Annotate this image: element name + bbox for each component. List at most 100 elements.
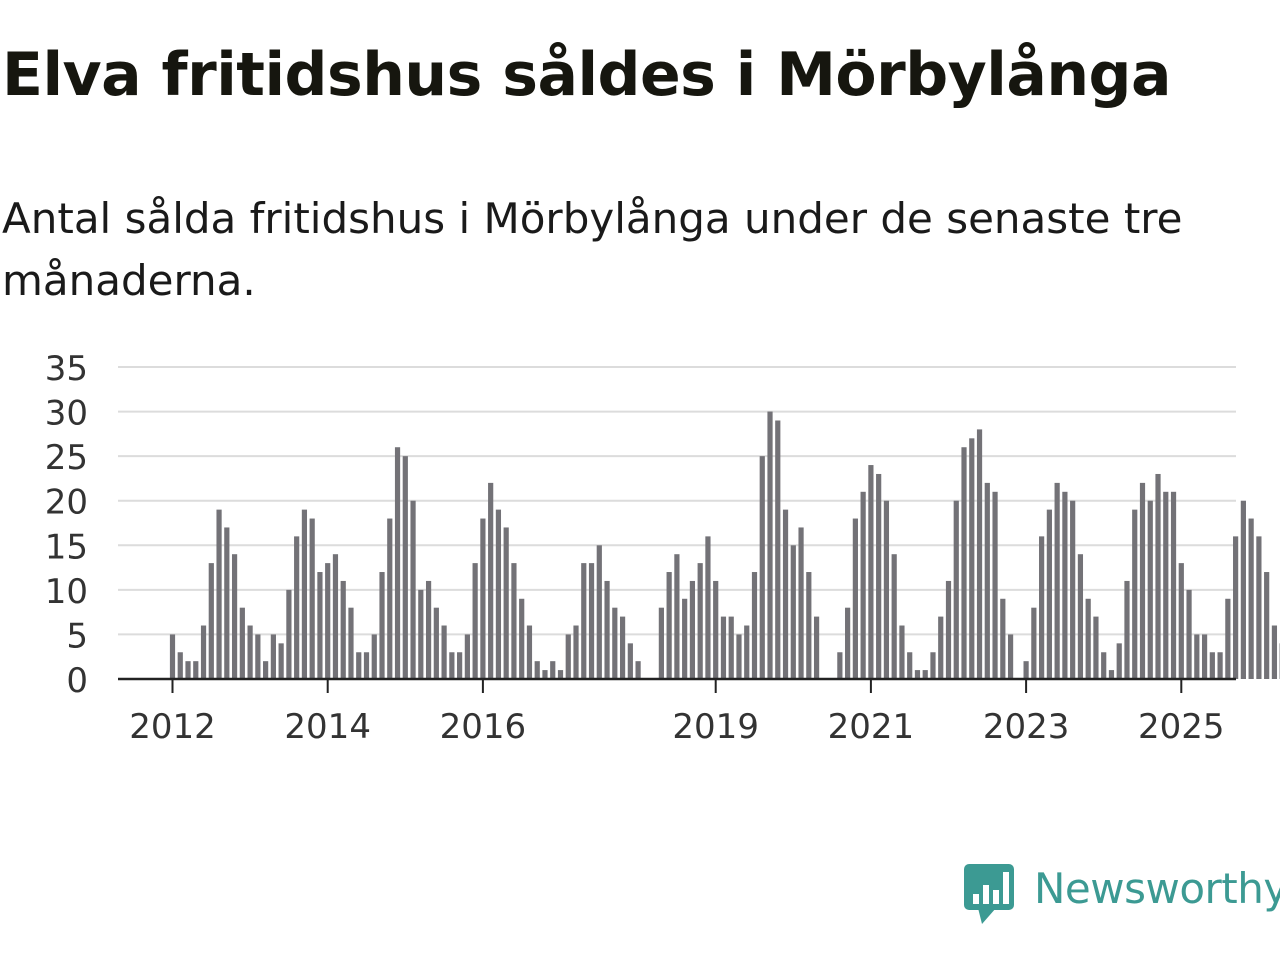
bar [1054, 482, 1060, 679]
bar [457, 652, 463, 679]
chart-title: Elva fritidshus såldes i Mörbylånga [2, 40, 1172, 110]
bar [1170, 491, 1177, 679]
bar [495, 509, 502, 679]
bar [930, 652, 936, 679]
bar [782, 509, 789, 679]
x-tick-label: 2021 [828, 707, 915, 747]
bar [247, 625, 253, 679]
bar [239, 607, 245, 679]
y-tick-label: 35 [45, 349, 88, 389]
bar [1093, 616, 1099, 679]
bar [674, 554, 680, 679]
bar [876, 473, 882, 679]
bar [441, 625, 447, 679]
bar [581, 563, 587, 679]
bar [185, 661, 191, 679]
bar [550, 661, 556, 679]
bar [790, 545, 796, 679]
bar [488, 482, 494, 679]
bar [751, 572, 758, 679]
bar [363, 652, 370, 679]
bar [1139, 482, 1146, 679]
bar [938, 616, 944, 679]
bar [984, 482, 990, 679]
bar [542, 670, 548, 679]
bar [976, 429, 983, 679]
y-tick-label: 0 [66, 661, 88, 701]
x-tick-label: 2025 [1138, 707, 1225, 747]
bar [1132, 509, 1138, 679]
bar [557, 670, 564, 679]
bar [526, 625, 533, 679]
bar [410, 500, 416, 679]
y-tick-label: 20 [45, 483, 88, 523]
bar [402, 456, 408, 679]
bar [309, 518, 315, 679]
bar [573, 625, 579, 679]
bar [953, 500, 959, 679]
x-axis-ticks: 2012 2014 2016 2019 2021 2023 2025 [129, 679, 1225, 747]
bar [394, 447, 401, 679]
bar [348, 607, 354, 679]
bar [666, 572, 672, 679]
bar [387, 518, 393, 679]
bar [1023, 661, 1029, 679]
bar [332, 554, 339, 679]
bar [1240, 500, 1246, 679]
bar [813, 616, 820, 679]
bar [798, 527, 804, 679]
bar [1000, 598, 1006, 679]
x-tick-label: 2019 [672, 707, 759, 747]
bar [511, 563, 517, 679]
bar [713, 580, 719, 679]
bar [1271, 625, 1278, 679]
bar [1194, 634, 1200, 679]
y-tick-label: 30 [45, 394, 88, 434]
bar [736, 634, 742, 679]
bar [837, 652, 843, 679]
bar [619, 616, 626, 679]
bar [340, 580, 346, 679]
bar [922, 670, 928, 679]
bar [356, 652, 362, 679]
bar [891, 554, 897, 679]
y-tick-label: 10 [45, 572, 88, 612]
bar [534, 661, 540, 679]
y-tick-label: 15 [45, 527, 88, 567]
bar [1007, 634, 1014, 679]
bar [728, 616, 734, 679]
bar [1233, 536, 1239, 679]
bar [503, 527, 509, 679]
bar [588, 563, 595, 679]
bar [286, 589, 292, 679]
bar [169, 634, 176, 679]
bar [208, 563, 214, 679]
bar [806, 572, 812, 679]
bar [1186, 589, 1192, 679]
bar [1201, 634, 1208, 679]
bar [604, 580, 610, 679]
bar [480, 518, 486, 679]
bar [1256, 536, 1262, 679]
bar [270, 634, 276, 679]
bar [992, 491, 998, 679]
bar [914, 670, 921, 679]
bar [1077, 554, 1084, 679]
bar [1085, 598, 1091, 679]
newsworthy-logo-icon [964, 864, 1014, 924]
bar [418, 589, 424, 679]
bar [635, 661, 641, 679]
bar [1225, 598, 1231, 679]
bar [1264, 572, 1270, 679]
bar [612, 607, 618, 679]
bar [1147, 500, 1153, 679]
bar [1116, 643, 1122, 679]
bar [193, 661, 199, 679]
bar [596, 545, 602, 679]
bars [169, 411, 1280, 679]
bar [627, 643, 633, 679]
bar [1124, 580, 1130, 679]
bar [1108, 670, 1115, 679]
bar [371, 634, 377, 679]
